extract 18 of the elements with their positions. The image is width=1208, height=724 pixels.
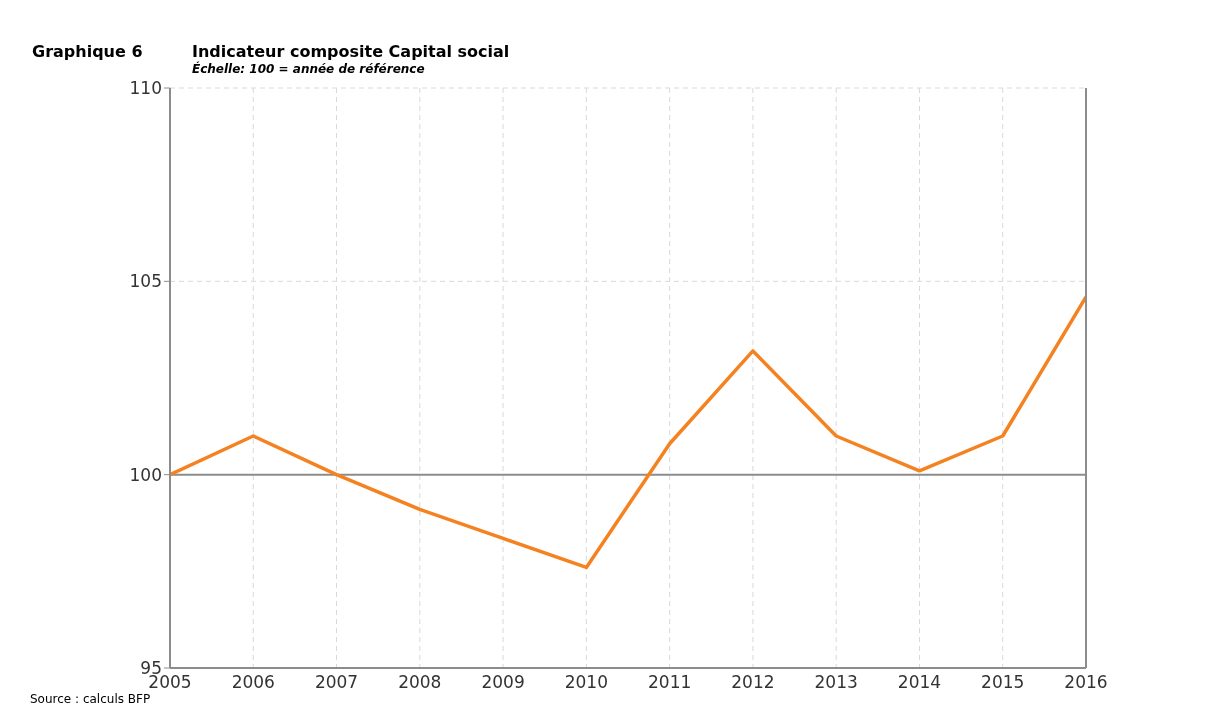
y-tick-label: 105 [129,271,162,292]
x-tick-label: 2015 [981,672,1025,693]
x-tick-label: 2016 [1064,672,1108,693]
x-tick-label: 2006 [231,672,275,693]
x-tick-label: 2007 [314,672,359,693]
x-tick-label: 2012 [731,672,775,693]
text: Graphique 6 [32,42,143,61]
x-tick-label: 2009 [481,672,525,693]
x-tick-label: 2010 [564,672,608,693]
y-tick-label: 110 [129,78,162,99]
source-note: Source : calculs BFP [30,692,151,706]
x-tick-label: 2011 [648,672,692,693]
chart-title: Indicateur composite Capital social [192,42,510,61]
y-tick-label: 100 [129,464,162,485]
x-tick-label: 2014 [897,672,942,693]
chart-subtitle: Échelle: 100 = année de référence [192,62,425,76]
x-tick-label: 2008 [398,672,442,693]
x-tick-label: 2013 [814,672,858,693]
